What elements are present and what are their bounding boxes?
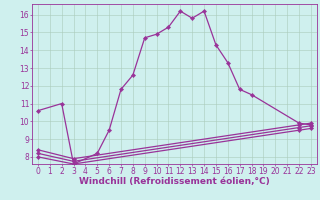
X-axis label: Windchill (Refroidissement éolien,°C): Windchill (Refroidissement éolien,°C) bbox=[79, 177, 270, 186]
